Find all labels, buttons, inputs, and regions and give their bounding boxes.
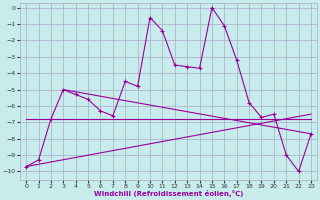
X-axis label: Windchill (Refroidissement éolien,°C): Windchill (Refroidissement éolien,°C) bbox=[94, 190, 243, 197]
